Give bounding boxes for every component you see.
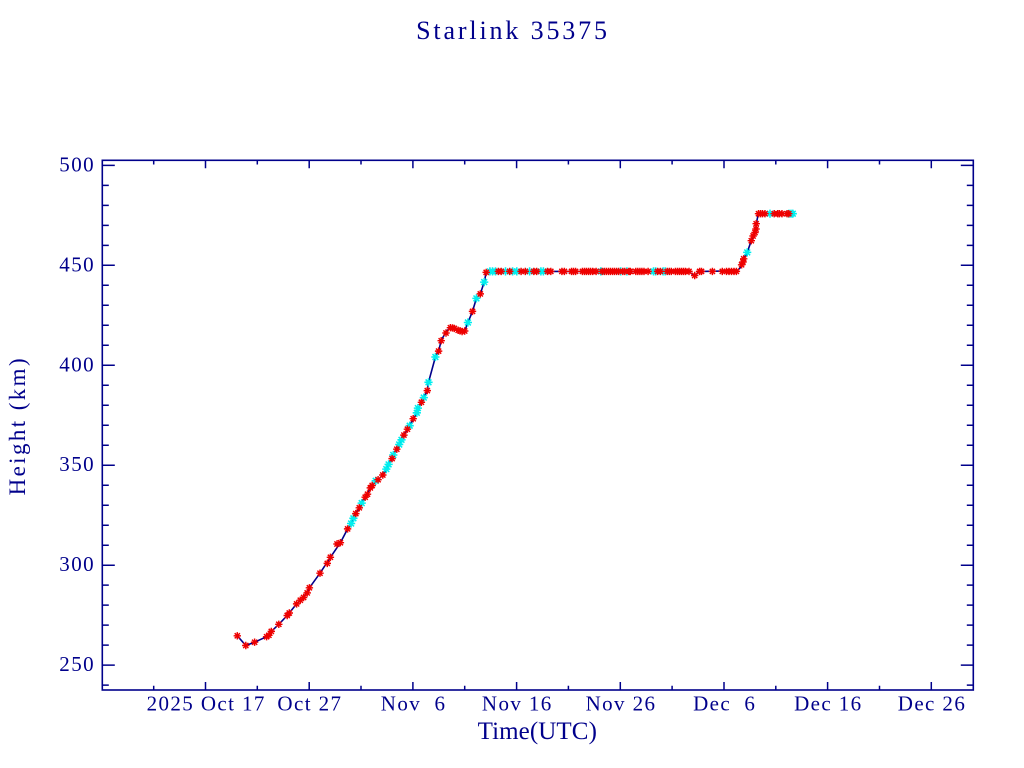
svg-text:Dec 26: Dec 26 bbox=[898, 692, 966, 716]
svg-text:Dec 16: Dec 16 bbox=[794, 692, 862, 716]
svg-text:Height (km): Height (km) bbox=[5, 356, 30, 495]
svg-text:Nov 26: Nov 26 bbox=[586, 692, 657, 716]
svg-text:500: 500 bbox=[59, 152, 95, 176]
svg-text:2025 Oct 17: 2025 Oct 17 bbox=[147, 692, 266, 716]
svg-text:Oct 27: Oct 27 bbox=[277, 692, 342, 716]
svg-text:Time(UTC): Time(UTC) bbox=[478, 718, 597, 745]
svg-text:300: 300 bbox=[59, 552, 95, 576]
svg-text:400: 400 bbox=[59, 352, 95, 376]
svg-text:450: 450 bbox=[59, 252, 95, 276]
svg-text:250: 250 bbox=[59, 652, 95, 676]
svg-text:Nov 16: Nov 16 bbox=[482, 692, 553, 716]
svg-text:Starlink 35375: Starlink 35375 bbox=[416, 16, 610, 45]
svg-text:Dec 6: Dec 6 bbox=[693, 692, 756, 716]
svg-text:Nov 6: Nov 6 bbox=[381, 692, 447, 716]
svg-text:350: 350 bbox=[59, 452, 95, 476]
